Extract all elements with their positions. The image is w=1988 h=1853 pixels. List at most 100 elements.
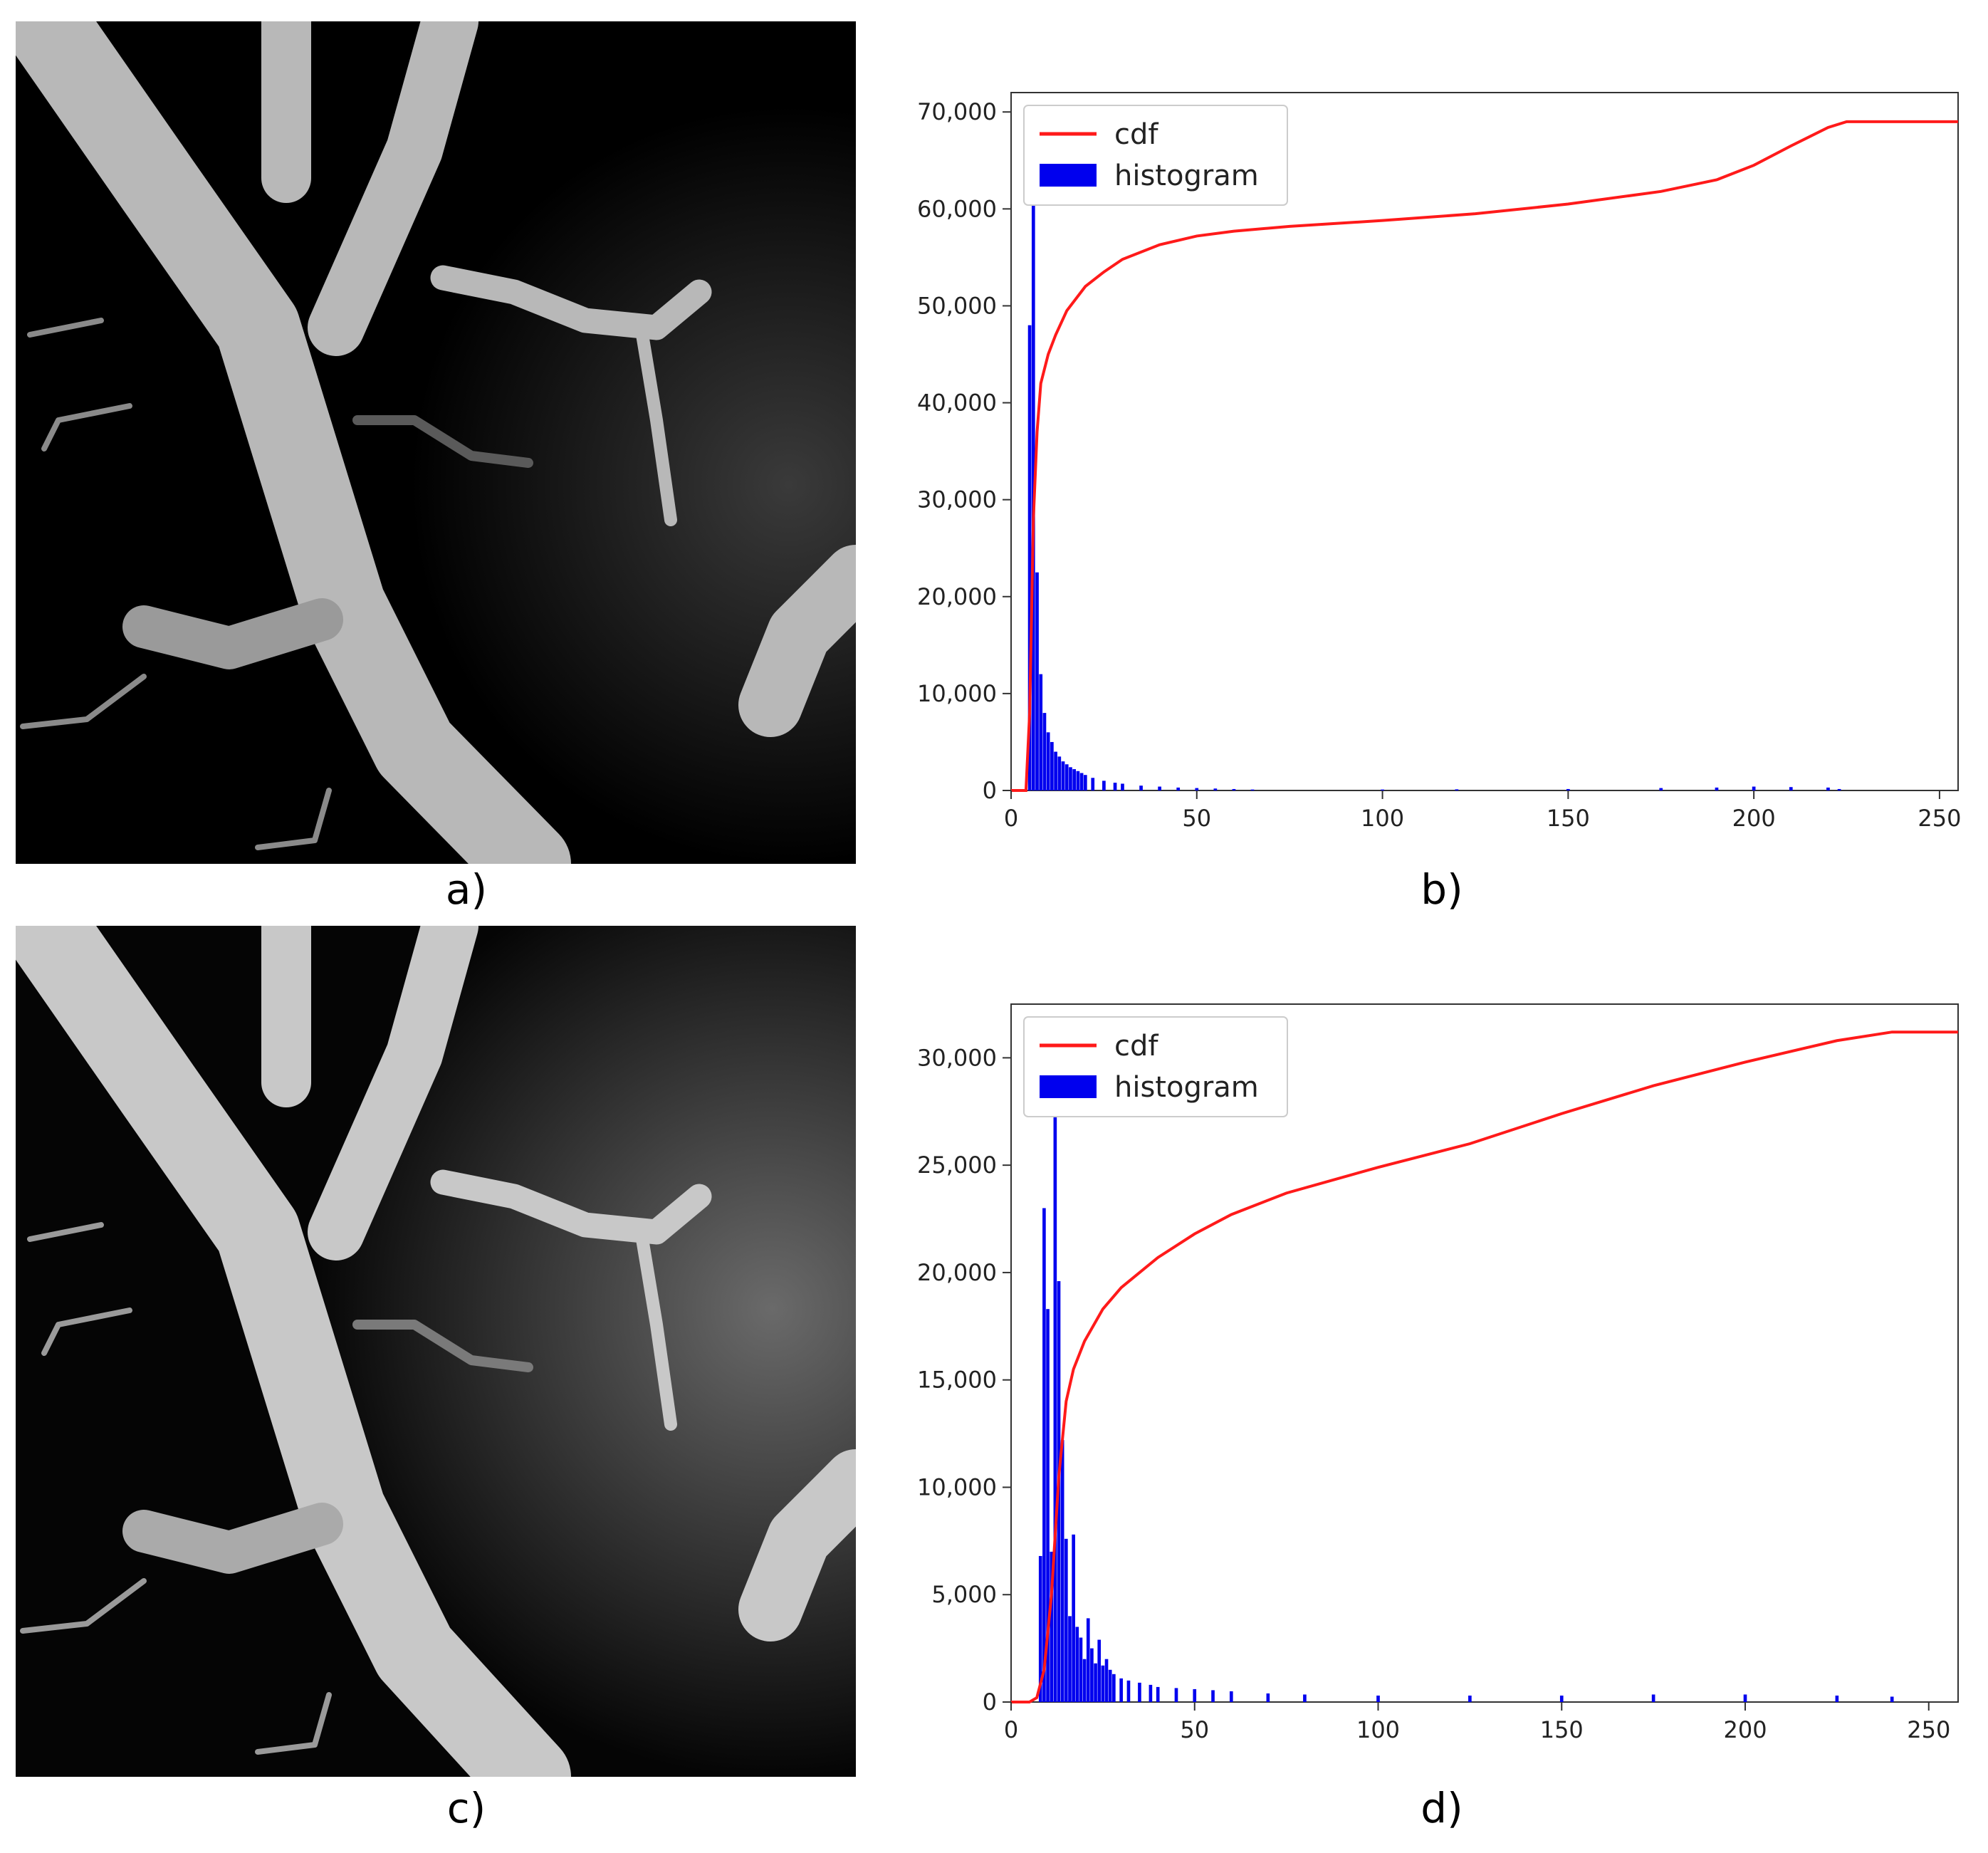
histogram-bar bbox=[1042, 1208, 1046, 1702]
histogram-bar bbox=[1743, 1694, 1747, 1702]
histogram-bar bbox=[1064, 1538, 1068, 1702]
histogram-bar bbox=[1715, 787, 1719, 790]
histogram-bar bbox=[1069, 767, 1072, 790]
y-tick-label: 10,000 bbox=[917, 1473, 997, 1500]
angiogram-image-c-drawing bbox=[16, 926, 856, 1777]
histogram-bar bbox=[1050, 1551, 1054, 1702]
histogram-bar bbox=[1113, 783, 1117, 790]
caption-a: a) bbox=[445, 865, 488, 914]
histogram-bar bbox=[1072, 769, 1077, 790]
histogram-bar bbox=[1752, 786, 1756, 790]
histogram-bar bbox=[1890, 1696, 1894, 1702]
histogram-bar bbox=[1376, 1695, 1380, 1702]
histogram-bar bbox=[1149, 1684, 1153, 1702]
y-tick-label: 10,000 bbox=[917, 680, 997, 707]
histogram-bar bbox=[1126, 1680, 1131, 1702]
histogram-bar bbox=[1053, 1047, 1057, 1702]
histogram-chart-d: 0 50 100 150 200 250 0 5,000 10,000 15,000 20,000 2… bbox=[890, 983, 1972, 1766]
histogram-bar bbox=[1195, 788, 1199, 790]
y-tick-label: 30,000 bbox=[917, 1044, 997, 1071]
y-tick-label: 25,000 bbox=[917, 1152, 997, 1179]
histogram-bar bbox=[1064, 764, 1069, 790]
x-tick-label: 0 bbox=[1004, 805, 1018, 832]
histogram-bar bbox=[1054, 751, 1057, 790]
histogram-bar bbox=[1211, 1690, 1215, 1702]
histogram-bar bbox=[1213, 788, 1218, 790]
histogram-bar bbox=[1102, 781, 1106, 790]
histogram-bar bbox=[1039, 674, 1043, 790]
legend-histogram-swatch bbox=[1040, 164, 1097, 187]
histogram-bar bbox=[1659, 788, 1663, 790]
histogram-bar bbox=[1079, 1637, 1083, 1702]
legend: cdf histogram bbox=[1023, 1016, 1288, 1117]
x-tick-label: 150 bbox=[1547, 805, 1590, 832]
histogram-bar bbox=[1061, 761, 1065, 790]
histogram-bar bbox=[1104, 1659, 1109, 1702]
y-tick-label: 30,000 bbox=[917, 486, 997, 513]
histogram-bar bbox=[1789, 787, 1793, 790]
x-tick-label: 100 bbox=[1361, 805, 1404, 832]
histogram-bar bbox=[1158, 786, 1161, 790]
histogram-bar bbox=[1174, 1688, 1178, 1702]
y-tick-label: 20,000 bbox=[917, 1259, 997, 1286]
cdf-line bbox=[1011, 1030, 1958, 1703]
histogram-bar bbox=[1035, 572, 1039, 790]
x-tick-label: 250 bbox=[1918, 805, 1961, 832]
caption-b: b) bbox=[1421, 865, 1463, 914]
histogram-bar bbox=[1079, 773, 1084, 790]
histogram-bar bbox=[1303, 1694, 1307, 1702]
angiogram-image-c bbox=[16, 926, 856, 1777]
histogram-bar bbox=[1468, 1695, 1472, 1702]
legend-histogram-swatch bbox=[1040, 1075, 1097, 1098]
caption-c: c) bbox=[446, 1784, 486, 1832]
x-tick-label: 250 bbox=[1907, 1716, 1950, 1743]
histogram-bar bbox=[1566, 788, 1570, 790]
legend-histogram-label: histogram bbox=[1114, 160, 1259, 192]
histogram-bar bbox=[1455, 789, 1459, 790]
histogram-bar bbox=[1046, 732, 1050, 790]
histogram-bar bbox=[1076, 771, 1080, 790]
x-tick-label: 0 bbox=[1004, 1716, 1018, 1743]
histogram-bar bbox=[1057, 756, 1062, 790]
histogram-bar bbox=[1101, 1665, 1105, 1702]
histogram-bar bbox=[1651, 1694, 1655, 1702]
y-tick-label: 15,000 bbox=[917, 1367, 997, 1394]
histogram-chart-b-svg: 0 50 100 150 200 250 0 10,000 20,000 30,000 40,000… bbox=[917, 92, 1961, 832]
histogram-bar bbox=[1837, 788, 1841, 790]
histogram-bar bbox=[1083, 775, 1087, 790]
histogram-bar bbox=[1232, 788, 1236, 790]
histogram-bar bbox=[1086, 1618, 1090, 1702]
histogram-bar bbox=[1082, 1659, 1087, 1702]
histogram-bar bbox=[1112, 1674, 1116, 1702]
histogram-bar bbox=[1121, 783, 1124, 790]
x-tick-label: 50 bbox=[1182, 805, 1211, 832]
histogram-bar bbox=[1097, 1639, 1102, 1702]
histogram-bar bbox=[1060, 1440, 1064, 1702]
x-tick-label: 100 bbox=[1356, 1716, 1400, 1743]
histogram-bar bbox=[1176, 787, 1181, 790]
legend: cdf histogram bbox=[1023, 105, 1288, 206]
x-tick-label: 200 bbox=[1723, 1716, 1767, 1743]
y-tick-label: 0 bbox=[983, 777, 997, 804]
histogram-bar bbox=[1031, 131, 1035, 790]
histogram-bar bbox=[1559, 1695, 1564, 1702]
angiogram-image-a bbox=[16, 21, 856, 864]
histogram-bar bbox=[1119, 1678, 1123, 1702]
plot-frame bbox=[1010, 1003, 1959, 1703]
x-tick-label: 200 bbox=[1732, 805, 1776, 832]
histogram-bar bbox=[1091, 778, 1095, 790]
y-tick-label: 50,000 bbox=[917, 292, 997, 319]
histogram-chart-b: 0 50 100 150 200 250 0 10,000 20,000 30,000 40,000… bbox=[890, 71, 1972, 855]
histogram-bar bbox=[1050, 741, 1054, 790]
y-tick-label: 60,000 bbox=[917, 195, 997, 222]
histogram-bar bbox=[1266, 1693, 1270, 1702]
angiogram-image-a-drawing bbox=[16, 21, 856, 864]
histogram-bar bbox=[1193, 1688, 1197, 1702]
histogram-bar bbox=[1072, 1534, 1075, 1702]
y-tick-label: 20,000 bbox=[917, 583, 997, 610]
histogram-bar bbox=[1826, 787, 1830, 790]
histogram-bar bbox=[1108, 1669, 1112, 1702]
histogram-bar bbox=[1139, 785, 1143, 790]
histogram-chart-d-svg: 0 50 100 150 200 250 0 5,000 10,000 15,000 20,000 2… bbox=[917, 1003, 1959, 1743]
y-tick-label: 70,000 bbox=[917, 98, 997, 125]
